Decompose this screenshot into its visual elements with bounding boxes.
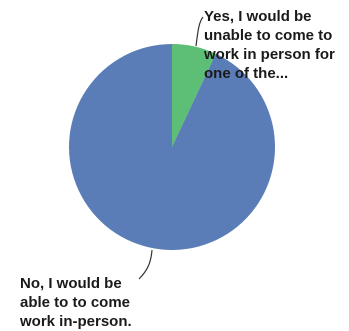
slice-label-yes-line: one of the... [204,65,289,82]
pie-slice-yes [172,44,216,147]
slice-label-yes-line: unable to come to [204,27,333,44]
slice-label-no: No, I would be able to to come work in-p… [20,274,132,331]
slice-label-yes-line: Yes, I would be [204,8,312,25]
pie-slice-no [69,44,276,250]
slice-label-no-line: No, I would be [20,275,122,292]
leader-line-no [138,249,153,280]
slice-label-no-line: able to to come [20,294,131,311]
slice-label-yes: Yes, I would be unable to come to work i… [204,7,335,83]
slice-label-no-line: work in-person. [20,313,132,330]
slice-label-yes-line: work in person for [204,46,335,63]
leader-line-yes [195,16,204,47]
